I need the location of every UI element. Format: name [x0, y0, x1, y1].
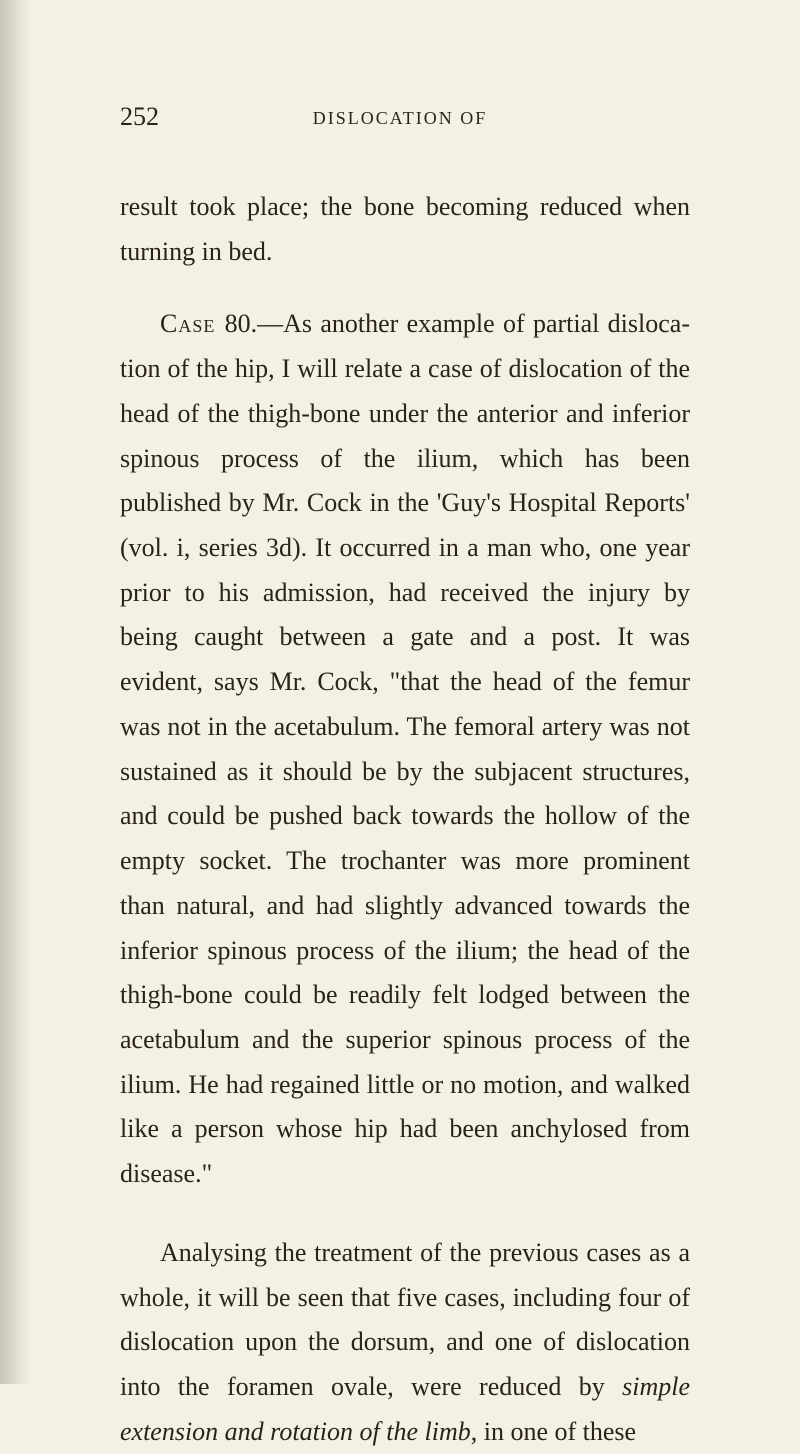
- paragraph-continuation: result took place; the bone becoming red…: [120, 185, 690, 274]
- text-run: result took place; the bone becoming red…: [120, 192, 690, 266]
- body-text: result took place; the bone becoming red…: [120, 185, 690, 1454]
- text-run: Analysing the treatment of the previous …: [120, 1238, 690, 1401]
- text-run: 80.—As another example of partial disloc…: [120, 309, 690, 1188]
- text-run: , in one of these: [471, 1417, 636, 1446]
- paragraph-case80: Case 80.—As another example of partial d…: [120, 302, 690, 1196]
- running-header: DISLOCATION OF: [313, 108, 488, 129]
- binding-shadow: [0, 0, 30, 1384]
- paragraph-analysis: Analysing the treatment of the previous …: [120, 1231, 690, 1454]
- book-page: 252 DISLOCATION OF result took place; th…: [0, 0, 800, 1384]
- case-label: Case: [160, 309, 225, 338]
- page-number: 252: [120, 102, 159, 132]
